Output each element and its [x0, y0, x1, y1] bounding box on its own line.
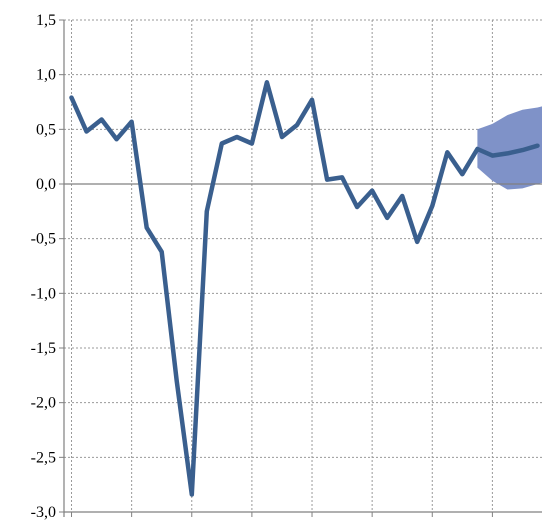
gridlines [64, 19, 542, 512]
tick-labels: 1,5 1,0 0,5 0,0 -0,5 -1,0 -1,5 -2,0 -2,5 -3,0 [31, 12, 56, 521]
y-tick-label: -1,5 [31, 340, 56, 357]
y-tick-label: -1,0 [31, 285, 56, 302]
y-tick-label: -3,0 [31, 504, 56, 521]
y-tick-label: 0,0 [36, 176, 56, 193]
series-line-0 [69, 80, 540, 497]
y-tick-label: 1,0 [36, 67, 56, 84]
y-tick-label: -2,0 [31, 395, 56, 412]
y-tick-label: -0,5 [31, 231, 56, 248]
axes [59, 19, 542, 517]
y-tick-label: 0,5 [36, 121, 56, 138]
y-tick-label: 1,5 [36, 12, 56, 29]
y-tick-label: -2,5 [31, 449, 56, 466]
series-line-layer [69, 80, 540, 497]
forecast-band-layer [477, 106, 542, 190]
forecast-band [477, 106, 542, 190]
